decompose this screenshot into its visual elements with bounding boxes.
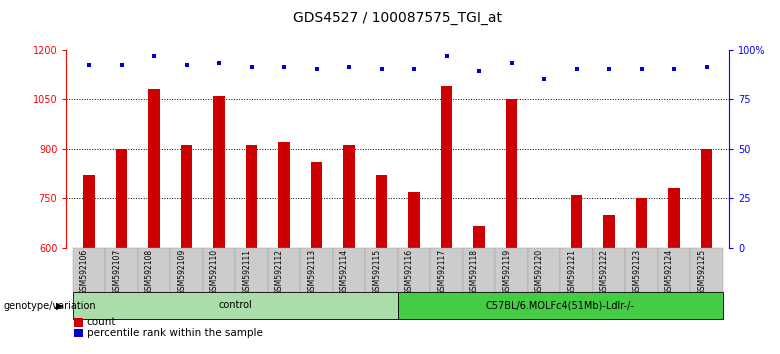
Point	[115, 63, 128, 68]
Point	[441, 53, 453, 58]
Bar	[636, 198, 647, 248]
Text: GSM592125: GSM592125	[697, 249, 707, 295]
Bar	[463, 248, 495, 292]
Point	[700, 64, 713, 70]
Text: C57BL/6.MOLFc4(51Mb)-Ldlr-/-: C57BL/6.MOLFc4(51Mb)-Ldlr-/-	[486, 300, 635, 310]
Bar	[506, 99, 517, 248]
Point	[570, 67, 583, 72]
Point	[148, 53, 161, 58]
Bar	[398, 292, 723, 319]
Bar	[495, 248, 528, 292]
Bar	[246, 145, 257, 248]
Bar	[138, 248, 170, 292]
Bar	[333, 248, 365, 292]
Bar	[668, 188, 679, 248]
Point	[180, 63, 193, 68]
Bar	[203, 248, 236, 292]
Point	[636, 67, 648, 72]
Text: GSM592114: GSM592114	[340, 249, 349, 295]
Text: percentile rank within the sample: percentile rank within the sample	[87, 328, 262, 338]
Text: GSM592118: GSM592118	[470, 249, 479, 295]
Bar	[236, 248, 268, 292]
Point	[668, 67, 680, 72]
Point	[375, 67, 388, 72]
Text: GSM592115: GSM592115	[373, 249, 381, 295]
Point	[505, 61, 518, 66]
Text: GSM592121: GSM592121	[568, 249, 576, 295]
Point	[473, 69, 485, 74]
Text: control: control	[218, 300, 252, 310]
Text: count: count	[87, 317, 116, 327]
Text: GSM592109: GSM592109	[178, 249, 186, 295]
Text: genotype/variation: genotype/variation	[4, 301, 97, 310]
Bar	[604, 215, 615, 248]
Bar	[560, 248, 593, 292]
Bar	[83, 175, 94, 248]
Bar	[73, 292, 398, 319]
Text: GSM592112: GSM592112	[275, 249, 284, 295]
Bar	[116, 149, 127, 248]
Bar	[311, 162, 322, 248]
Bar	[268, 248, 300, 292]
Bar	[105, 248, 138, 292]
Text: GSM592110: GSM592110	[210, 249, 219, 295]
Bar	[409, 192, 420, 248]
Point	[538, 76, 551, 82]
Bar	[431, 248, 463, 292]
Bar	[593, 248, 626, 292]
Point	[213, 61, 225, 66]
Point	[408, 67, 420, 72]
Bar	[626, 248, 658, 292]
Text: GSM592119: GSM592119	[502, 249, 512, 295]
Text: GSM592106: GSM592106	[80, 249, 89, 295]
Bar	[690, 248, 723, 292]
Text: GSM592111: GSM592111	[243, 249, 252, 295]
Point	[278, 64, 290, 70]
Bar	[473, 226, 484, 248]
Bar	[528, 248, 560, 292]
Bar	[441, 86, 452, 248]
Bar	[398, 248, 431, 292]
Bar	[701, 149, 712, 248]
Text: GSM592124: GSM592124	[665, 249, 674, 295]
Text: GSM592116: GSM592116	[405, 249, 414, 295]
Bar	[170, 248, 203, 292]
Text: GDS4527 / 100087575_TGI_at: GDS4527 / 100087575_TGI_at	[293, 11, 502, 25]
Bar	[571, 195, 582, 248]
Text: GSM592122: GSM592122	[600, 249, 609, 295]
Bar	[343, 145, 355, 248]
Bar	[300, 248, 333, 292]
Bar	[181, 145, 192, 248]
Point	[343, 64, 356, 70]
Bar	[73, 248, 105, 292]
Bar	[658, 248, 690, 292]
Text: GSM592123: GSM592123	[633, 249, 642, 295]
Bar	[148, 89, 160, 248]
Bar	[365, 248, 398, 292]
Bar	[278, 142, 289, 248]
Text: GSM592107: GSM592107	[112, 249, 122, 295]
Point	[310, 67, 323, 72]
Text: GSM592113: GSM592113	[307, 249, 317, 295]
Text: GSM592117: GSM592117	[438, 249, 447, 295]
Text: GSM592108: GSM592108	[145, 249, 154, 295]
Point	[603, 67, 615, 72]
Text: ▶: ▶	[56, 301, 64, 310]
Text: GSM592120: GSM592120	[535, 249, 544, 295]
Point	[246, 64, 258, 70]
Bar	[214, 96, 225, 248]
Point	[83, 63, 95, 68]
Bar	[376, 175, 387, 248]
